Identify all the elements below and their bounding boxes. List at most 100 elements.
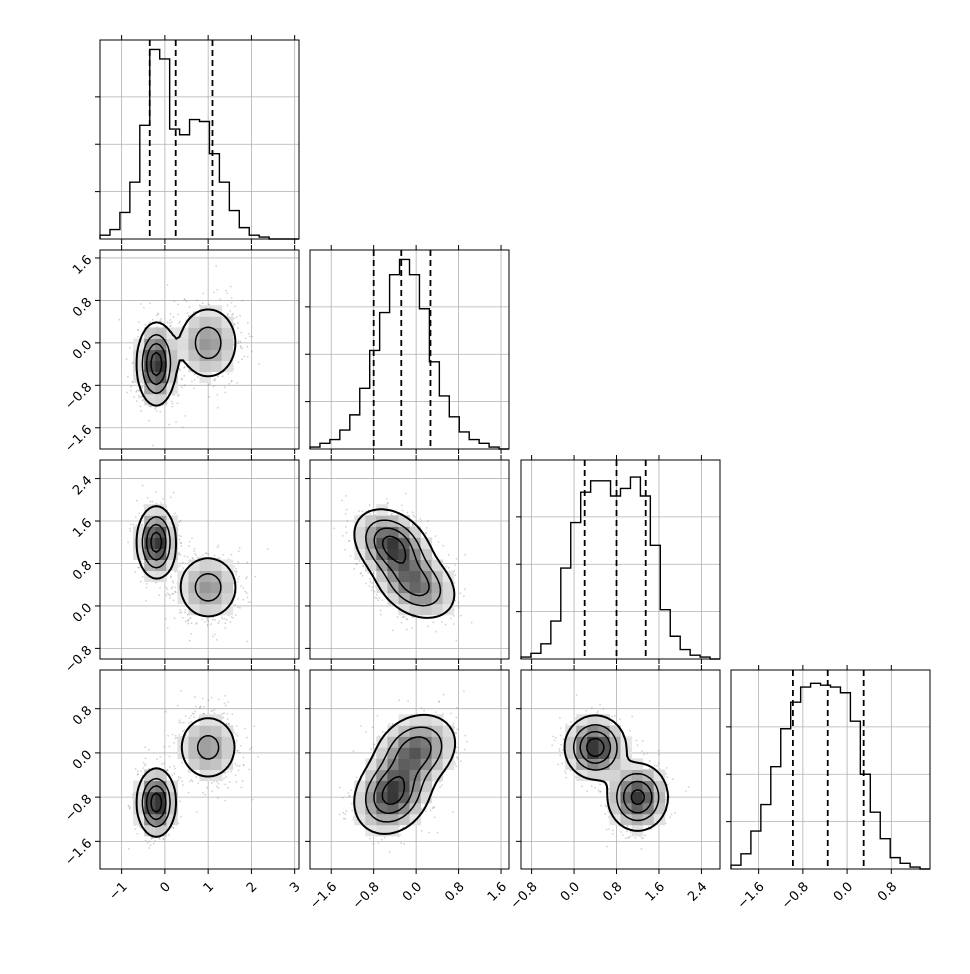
scatter-point bbox=[356, 563, 358, 565]
scatter-point bbox=[179, 609, 181, 611]
scatter-point bbox=[450, 617, 452, 619]
scatter-point bbox=[240, 585, 242, 587]
density-cell bbox=[188, 571, 200, 583]
scatter-point bbox=[137, 770, 139, 772]
scatter-point bbox=[231, 380, 233, 382]
scatter-point bbox=[172, 582, 174, 584]
scatter-point bbox=[205, 552, 207, 554]
scatter-point bbox=[171, 401, 173, 403]
scatter-point bbox=[222, 554, 224, 556]
scatter-point bbox=[179, 612, 181, 614]
scatter-point bbox=[249, 336, 251, 338]
scatter-point bbox=[243, 355, 245, 357]
scatter-point bbox=[238, 769, 240, 771]
density-cell bbox=[200, 338, 212, 350]
scatter-point bbox=[225, 290, 227, 292]
scatter-point bbox=[196, 811, 198, 813]
scatter-point bbox=[251, 336, 253, 338]
scatter-point bbox=[177, 314, 179, 316]
scatter-point bbox=[168, 424, 170, 426]
scatter-point bbox=[362, 565, 364, 567]
scatter-point bbox=[143, 762, 145, 764]
scatter-point bbox=[169, 745, 171, 747]
scatter-point bbox=[432, 621, 434, 623]
scatter-point bbox=[346, 509, 348, 511]
scatter-point bbox=[190, 617, 192, 619]
scatter-point bbox=[207, 624, 209, 626]
scatter-point bbox=[180, 520, 182, 522]
scatter-point bbox=[149, 302, 151, 304]
scatter-point bbox=[459, 592, 461, 594]
scatter-point bbox=[197, 557, 199, 559]
scatter-point bbox=[405, 493, 407, 495]
scatter-point bbox=[427, 625, 429, 627]
density-cell bbox=[188, 593, 200, 605]
scatter-point bbox=[362, 575, 364, 577]
scatter-point bbox=[180, 777, 182, 779]
scatter-point bbox=[172, 827, 174, 829]
scatter-point bbox=[178, 394, 180, 396]
scatter-point bbox=[240, 332, 242, 334]
scatter-point bbox=[155, 407, 157, 409]
scatter-point bbox=[156, 315, 158, 317]
scatter-point bbox=[369, 504, 371, 506]
scatter-point bbox=[426, 527, 428, 529]
scatter-point bbox=[175, 421, 177, 423]
scatter-point bbox=[171, 774, 173, 776]
scatter-point bbox=[210, 710, 212, 712]
scatter-point bbox=[180, 545, 182, 547]
scatter-point bbox=[236, 574, 238, 576]
density-cell bbox=[177, 582, 189, 594]
scatter-point bbox=[411, 627, 413, 629]
scatter-point bbox=[454, 600, 456, 602]
scatter-point bbox=[169, 322, 171, 324]
scatter-point bbox=[202, 698, 204, 700]
density-cell bbox=[166, 361, 178, 373]
scatter-point bbox=[235, 572, 237, 574]
scatter-point bbox=[152, 501, 154, 503]
scatter-point bbox=[370, 581, 372, 583]
scatter-point bbox=[133, 396, 135, 398]
scatter-point bbox=[243, 757, 245, 759]
scatter-point bbox=[224, 392, 226, 394]
scatter-point bbox=[239, 315, 241, 317]
scatter-point bbox=[242, 599, 244, 601]
scatter-point bbox=[217, 797, 219, 799]
scatter-point bbox=[138, 390, 140, 392]
scatter-point bbox=[137, 336, 139, 338]
scatter-point bbox=[227, 304, 229, 306]
scatter-point bbox=[236, 581, 238, 583]
density-cell bbox=[200, 361, 212, 373]
density-cell bbox=[222, 582, 234, 594]
scatter-point bbox=[391, 513, 393, 515]
scatter-point bbox=[142, 399, 144, 401]
scatter-point bbox=[157, 313, 159, 315]
scatter-point bbox=[224, 800, 226, 802]
scatter-point bbox=[160, 502, 162, 504]
scatter-point bbox=[160, 318, 162, 320]
scatter-point bbox=[161, 763, 163, 765]
scatter-point bbox=[230, 621, 232, 623]
panel-frame bbox=[731, 670, 930, 869]
scatter-point bbox=[228, 383, 230, 385]
scatter-point bbox=[454, 564, 456, 566]
scatter-point bbox=[244, 591, 246, 593]
scatter-point bbox=[445, 566, 447, 568]
scatter-point bbox=[369, 513, 371, 515]
scatter-point bbox=[194, 553, 196, 555]
density-cell bbox=[421, 593, 433, 605]
scatter-point bbox=[187, 556, 189, 558]
scatter-point bbox=[227, 701, 229, 703]
scatter-point bbox=[214, 634, 216, 636]
scatter-point bbox=[377, 599, 379, 601]
scatter-point bbox=[211, 782, 213, 784]
scatter-point bbox=[236, 740, 238, 742]
scatter-point bbox=[173, 593, 175, 595]
scatter-point bbox=[144, 324, 146, 326]
density-cell bbox=[432, 604, 444, 616]
scatter-point bbox=[227, 373, 229, 375]
scatter-point bbox=[235, 774, 237, 776]
scatter-point bbox=[371, 589, 373, 591]
scatter-point bbox=[249, 748, 251, 750]
joint-panel-2-0 bbox=[95, 455, 299, 664]
